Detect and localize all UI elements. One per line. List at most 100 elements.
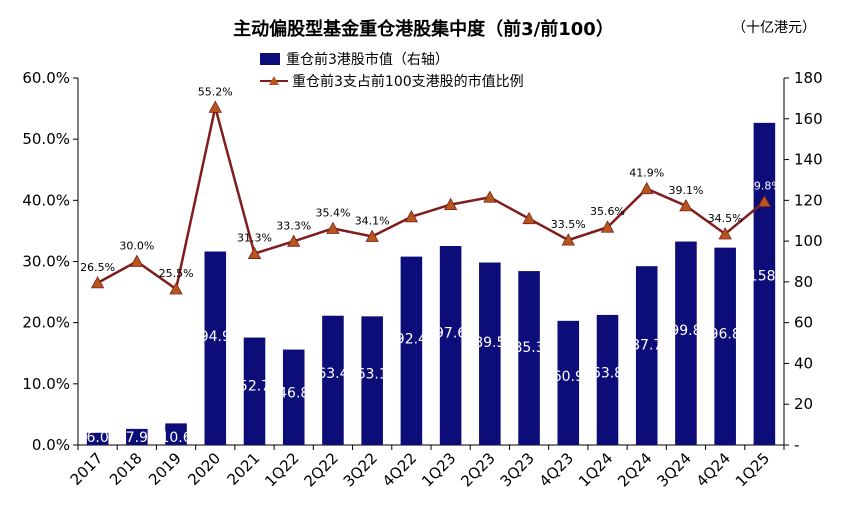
x-tick-label: 4Q23 xyxy=(536,449,577,490)
line-data-label: 35.4% xyxy=(315,206,350,219)
line-data-label: 33.5% xyxy=(551,218,586,231)
x-tick-label: 3Q24 xyxy=(653,449,694,490)
series-line xyxy=(97,107,766,292)
y-right-tick-label: - xyxy=(794,436,799,454)
bar-data-label: 97.6 xyxy=(435,326,466,342)
line-marker xyxy=(718,227,732,240)
line-marker xyxy=(443,197,458,211)
line-data-label: 26.5% xyxy=(80,261,115,274)
line-marker xyxy=(90,276,105,289)
bar-data-label: 87.7 xyxy=(631,337,662,353)
y-right-tick-label: 20 xyxy=(794,395,813,413)
y-left-tick-label: 50.0% xyxy=(22,130,70,148)
bar xyxy=(126,428,148,445)
bar-data-label: 7.9 xyxy=(126,430,148,446)
line-marker xyxy=(208,100,222,113)
x-tick-label: 1Q23 xyxy=(418,449,459,490)
x-tick-label: 2Q24 xyxy=(614,449,655,490)
x-tick-label: 2020 xyxy=(184,449,224,489)
y-left-tick-label: 10.0% xyxy=(22,375,70,393)
bar xyxy=(204,251,227,445)
bar xyxy=(282,349,305,445)
bar xyxy=(400,256,423,445)
line-data-label: 30.0% xyxy=(119,240,154,253)
x-tick-label: 1Q25 xyxy=(732,449,773,490)
x-tick-label: 2017 xyxy=(67,449,107,489)
bar xyxy=(596,314,619,445)
legend-bar-swatch xyxy=(260,53,280,65)
x-tick-label: 3Q23 xyxy=(497,449,538,490)
line-data-label: 39.8% xyxy=(747,180,782,193)
bar-data-label: 94.9 xyxy=(200,329,231,345)
bar xyxy=(86,432,109,445)
chart-title: 主动偏股型基金重仓港股集中度（前3/前100） xyxy=(233,19,614,40)
legend-item-bar: 重仓前3港股市值（右轴） xyxy=(260,48,524,70)
y-left-tick-label: 0.0% xyxy=(32,436,70,454)
x-tick-label: 2021 xyxy=(224,449,264,489)
bar xyxy=(518,271,540,445)
y-right-tick-label: 80 xyxy=(794,273,813,291)
bar xyxy=(635,266,658,445)
line-marker xyxy=(326,221,340,234)
bar-data-label: 52.7 xyxy=(239,379,270,395)
y-right-tick-label: 120 xyxy=(794,191,823,209)
x-tick-label: 4Q24 xyxy=(693,449,734,490)
bar-data-label: 63.4 xyxy=(317,366,348,382)
y-left-tick-label: 60.0% xyxy=(22,69,70,87)
line-data-label: 25.5% xyxy=(159,267,194,280)
line-data-label: 41.9% xyxy=(629,167,664,180)
y-right-tick-label: 40 xyxy=(794,354,813,372)
line-marker xyxy=(247,246,262,259)
line-data-label: 34.1% xyxy=(355,214,390,227)
bar-data-label: 6.0 xyxy=(86,430,108,446)
y-left-tick-label: 40.0% xyxy=(22,191,70,209)
x-tick-label: 3Q22 xyxy=(340,449,381,490)
legend: 重仓前3港股市值（右轴） 重仓前3支占前100支港股的市值比例 xyxy=(260,48,524,92)
y-right-tick-label: 180 xyxy=(794,69,823,87)
bar-data-label: 92.4 xyxy=(396,332,427,348)
line-marker xyxy=(365,229,379,242)
line-data-label: 33.3% xyxy=(276,219,311,232)
bar-data-label: 99.8 xyxy=(670,323,701,339)
x-tick-label: 1Q22 xyxy=(261,449,302,490)
y-right-tick-label: 100 xyxy=(794,232,823,250)
bar xyxy=(361,316,383,445)
x-tick-label: 2Q22 xyxy=(300,449,341,490)
bar xyxy=(165,423,187,445)
line-marker xyxy=(130,254,144,267)
line-data-label: 34.5% xyxy=(708,212,743,225)
legend-line-swatch xyxy=(260,76,288,85)
y-left-tick-label: 20.0% xyxy=(22,314,70,332)
x-tick-label: 4Q22 xyxy=(379,449,420,490)
legend-item-line: 重仓前3支占前100支港股的市值比例 xyxy=(260,70,524,92)
line-data-label: 31.3% xyxy=(237,232,272,245)
bar-data-label: 85.3 xyxy=(513,340,544,356)
unit-label: （十亿港元） xyxy=(732,20,816,36)
y-right-tick-label: 60 xyxy=(794,314,813,332)
y-right-tick-label: 140 xyxy=(794,151,823,169)
x-tick-label: 2018 xyxy=(106,449,146,489)
bar-data-label: 63.8 xyxy=(592,366,623,382)
bar-data-label: 158. xyxy=(749,269,780,285)
bar xyxy=(557,320,580,445)
line-marker xyxy=(287,234,301,247)
legend-line-label: 重仓前3支占前100支港股的市值比例 xyxy=(292,74,524,90)
bar-data-label: 10.6 xyxy=(160,430,191,446)
line-data-label: 35.6% xyxy=(590,205,625,218)
bar xyxy=(322,315,344,445)
line-marker xyxy=(561,233,575,246)
bar xyxy=(243,337,266,445)
legend-bar-label: 重仓前3港股市值（右轴） xyxy=(286,52,449,68)
line-marker xyxy=(679,199,693,212)
bar-data-label: 46.8 xyxy=(278,386,309,402)
line-marker xyxy=(483,190,497,203)
bar xyxy=(479,262,501,445)
x-tick-label: 1Q24 xyxy=(575,449,616,490)
bar-data-label: 63.1 xyxy=(357,366,388,382)
line-data-label: 55.2% xyxy=(198,85,233,98)
line-marker xyxy=(169,282,183,295)
bar-data-label: 96.8 xyxy=(710,327,741,343)
x-tick-label: 2Q23 xyxy=(457,449,498,490)
line-marker xyxy=(640,181,654,195)
bar xyxy=(753,122,776,445)
